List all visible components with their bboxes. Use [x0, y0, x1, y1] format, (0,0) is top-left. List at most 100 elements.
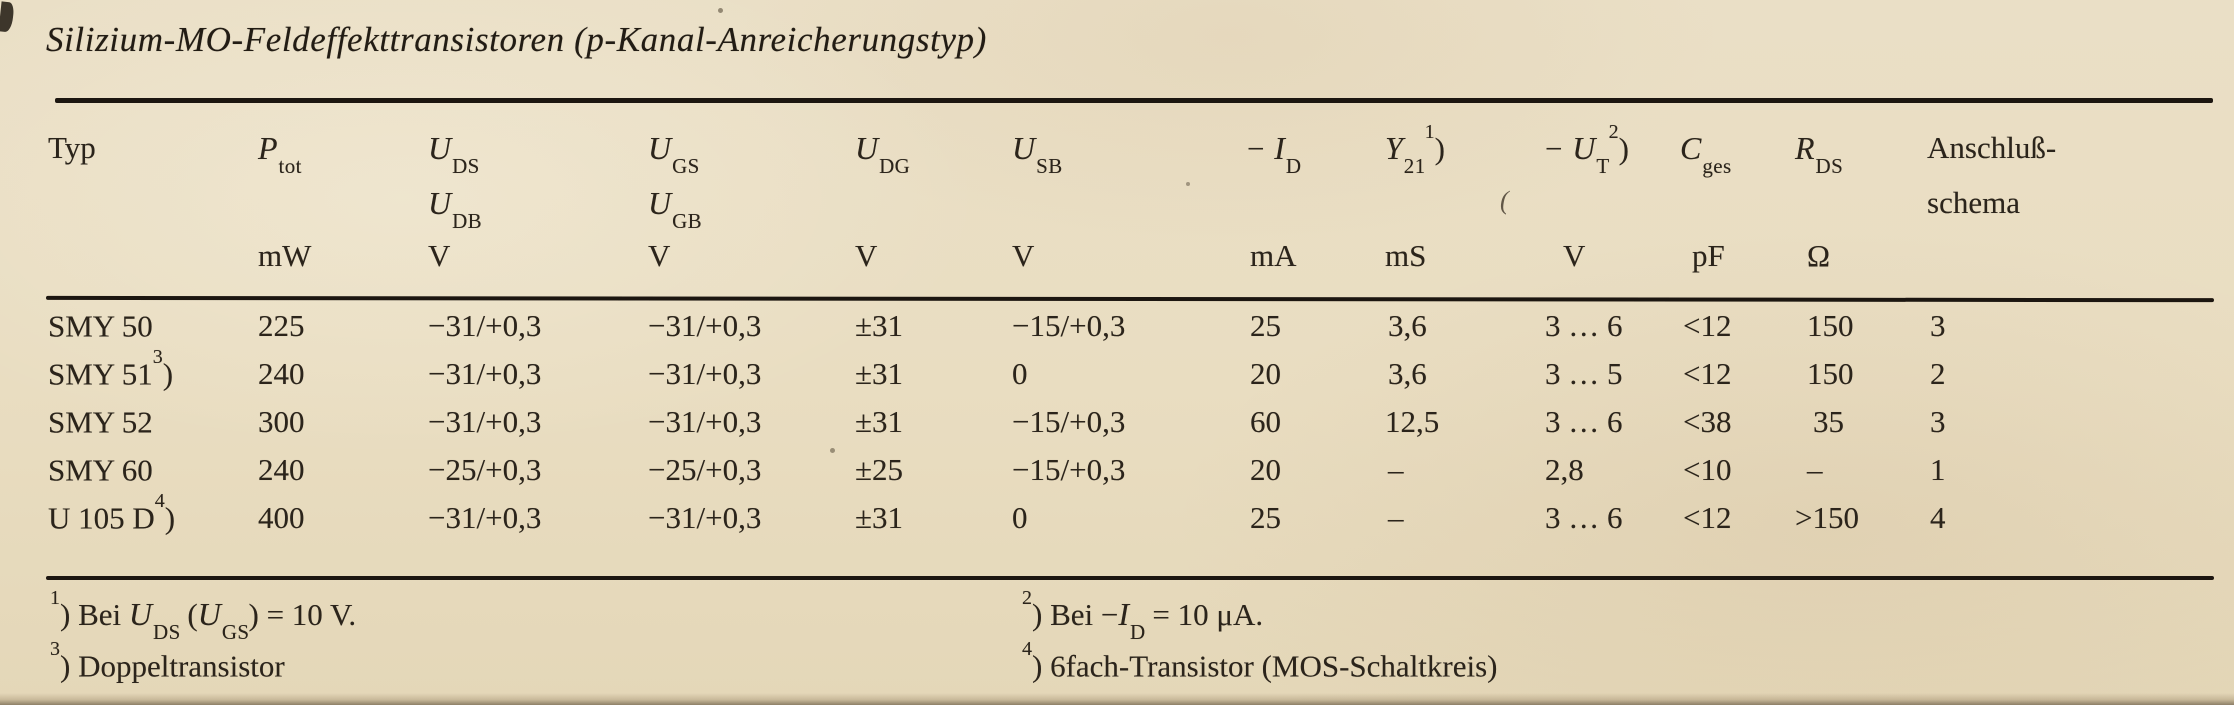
- value: 400: [258, 500, 305, 535]
- cell-typ: SMY 513): [48, 346, 258, 404]
- unit-rds: Ω: [1795, 238, 1927, 308]
- table-row-smy52: SMY 52 300 −31/+0,3 −31/+0,3 ±31 −15/+0,…: [48, 404, 2234, 452]
- value: 20: [1250, 452, 1281, 487]
- value: ±31: [855, 404, 904, 439]
- subscript: DS: [452, 154, 480, 179]
- col-header-y21: Y21 1): [1385, 121, 1545, 185]
- footnote-1: 1) Bei UDS (UGS) = 10 V.: [50, 587, 357, 645]
- col-header-udg: UDG: [855, 130, 1012, 185]
- cell-typ: SMY 50: [48, 308, 258, 356]
- table-row-u105d: U 105 D4) 400 −31/+0,3 −31/+0,3 ±31 0 25…: [48, 490, 2234, 548]
- footnote-text: Doppeltransistor: [78, 648, 285, 684]
- empty-cell: [48, 238, 258, 308]
- col-header-ptot: Ptot: [258, 130, 428, 185]
- cell-usb: 0: [1012, 500, 1247, 548]
- cell-id: 25: [1247, 308, 1385, 356]
- cell-udg: ±31: [855, 356, 1012, 404]
- col-header-rds: RDS: [1795, 130, 1927, 185]
- subscript: tot: [278, 154, 302, 179]
- cell-ptot: 240: [258, 452, 428, 500]
- header-row-line2: UDB UGB schema: [48, 185, 2234, 238]
- marker-paren: ): [162, 356, 174, 392]
- value: 60: [1250, 404, 1281, 439]
- unit-uds: V: [428, 238, 648, 308]
- cell-ptot: 300: [258, 404, 428, 452]
- scan-speck: [718, 8, 723, 13]
- value: 20: [1250, 356, 1281, 391]
- footnote-text: (: [179, 597, 198, 632]
- type-designation: SMY 60: [48, 452, 153, 488]
- value: ±31: [855, 500, 904, 535]
- cell-rds: 150: [1795, 308, 1927, 356]
- empty-cell: [1927, 238, 2234, 308]
- cell-ptot: 400: [258, 500, 428, 548]
- col-header-uds: UDS: [428, 130, 648, 185]
- value: 225: [258, 308, 305, 343]
- value: 3 … 6: [1545, 500, 1623, 535]
- subscript: T: [1596, 154, 1610, 179]
- horizontal-rule-under-data: [46, 576, 2214, 580]
- cell-ut: 3 … 6: [1545, 404, 1680, 452]
- cell-uds: −31/+0,3: [428, 404, 648, 452]
- cell-id: 20: [1247, 452, 1385, 500]
- empty-cell: [1795, 185, 1927, 238]
- value: 3 … 6: [1545, 308, 1623, 343]
- value: 150: [1807, 308, 1854, 343]
- empty-cell: [48, 185, 258, 238]
- cell-usb: 0: [1012, 356, 1247, 404]
- value: 35: [1813, 404, 1844, 439]
- subscript: 21: [1403, 154, 1426, 179]
- value: 3 … 6: [1545, 404, 1623, 439]
- unit-label: mW: [258, 238, 312, 273]
- value: 0: [1012, 356, 1028, 391]
- cell-usb: −15/+0,3: [1012, 404, 1247, 452]
- footnote-marker: 4: [154, 490, 165, 512]
- value: 2,8: [1545, 452, 1584, 487]
- cell-ptot: 240: [258, 356, 428, 404]
- col-header-udb: UDB: [428, 185, 648, 238]
- cell-usb: −15/+0,3: [1012, 452, 1247, 500]
- col-label-schema-line1: Anschluß-: [1927, 130, 2057, 165]
- cell-uds: −31/+0,3: [428, 500, 648, 548]
- marker-paren: ): [1618, 131, 1629, 166]
- value: –: [1388, 452, 1404, 487]
- unit-udg: V: [855, 238, 1012, 308]
- symbol: I: [1274, 130, 1285, 166]
- unit-ptot: mW: [258, 238, 428, 308]
- symbol: U: [1012, 130, 1036, 166]
- symbol: U: [128, 596, 152, 632]
- symbol: U: [428, 130, 452, 166]
- value: −31/+0,3: [648, 500, 762, 535]
- value: 240: [258, 356, 305, 391]
- cell-y21: –: [1385, 500, 1545, 548]
- subscript: GS: [221, 620, 250, 645]
- marker-paren: ): [60, 648, 79, 684]
- cell-typ: U 105 D4): [48, 490, 258, 548]
- cell-schema: 3: [1927, 404, 2234, 452]
- header-row-line1: Typ Ptot UDS UGS UDG USB − ID Y211) − UT…: [48, 121, 2234, 185]
- cell-schema: 1: [1927, 452, 2234, 500]
- value: 12,5: [1385, 404, 1440, 439]
- footnote-text: ) = 10 V.: [248, 597, 357, 632]
- footnote-2: 2) Bei −ID = 10 μA.: [1022, 587, 1263, 645]
- value: <10: [1683, 452, 1732, 487]
- marker-paren: ): [164, 500, 176, 536]
- footnote-marker: 2: [1608, 120, 1619, 143]
- cell-uds: −25/+0,3: [428, 452, 648, 500]
- cell-uds: −31/+0,3: [428, 308, 648, 356]
- cell-udg: ±31: [855, 404, 1012, 452]
- col-header-schema: Anschluß-: [1927, 130, 2234, 185]
- unit-label: Ω: [1807, 238, 1831, 273]
- col-header-ugb: UGB: [648, 185, 855, 238]
- table-row-smy51: SMY 513) 240 −31/+0,3 −31/+0,3 ±31 0 20 …: [48, 346, 2234, 404]
- empty-cell: [1247, 185, 1385, 238]
- subscript: DG: [879, 154, 911, 179]
- cell-udg: ±25: [855, 452, 1012, 500]
- subscript: DB: [452, 209, 483, 234]
- col-header-usb: USB: [1012, 130, 1247, 185]
- subscript: GB: [672, 209, 703, 234]
- value: 240: [258, 452, 305, 487]
- cell-rds: 35: [1795, 404, 1927, 452]
- subscript: D: [1285, 154, 1302, 179]
